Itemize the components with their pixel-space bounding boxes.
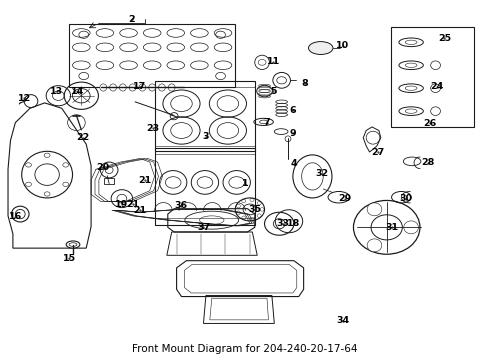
Ellipse shape — [100, 84, 107, 91]
Text: 10: 10 — [336, 41, 349, 50]
Text: 32: 32 — [316, 169, 329, 178]
Text: 19: 19 — [115, 200, 128, 209]
Text: Front Mount Diagram for 204-240-20-17-64: Front Mount Diagram for 204-240-20-17-64 — [132, 344, 358, 354]
Text: 16: 16 — [9, 212, 22, 221]
Ellipse shape — [110, 84, 117, 91]
Text: 8: 8 — [301, 79, 308, 88]
Text: 22: 22 — [76, 133, 89, 142]
Text: 5: 5 — [270, 86, 276, 95]
Bar — [391, 27, 474, 127]
Text: 37: 37 — [197, 223, 210, 232]
Text: 27: 27 — [371, 148, 385, 157]
Text: 21: 21 — [133, 206, 147, 215]
Text: 18: 18 — [287, 219, 300, 228]
Text: 34: 34 — [336, 316, 349, 325]
Text: 28: 28 — [421, 158, 435, 167]
Bar — [104, 178, 114, 184]
Text: 31: 31 — [385, 223, 398, 232]
Text: 11: 11 — [267, 57, 280, 66]
Text: 33: 33 — [277, 219, 290, 228]
Ellipse shape — [168, 84, 175, 91]
Text: 9: 9 — [290, 129, 296, 138]
Text: 7: 7 — [264, 118, 270, 127]
Ellipse shape — [120, 84, 126, 91]
Text: 6: 6 — [290, 105, 296, 114]
Text: 3: 3 — [203, 132, 209, 141]
Text: 20: 20 — [97, 163, 110, 172]
Text: 2: 2 — [128, 15, 135, 24]
Text: 4: 4 — [291, 159, 297, 168]
Ellipse shape — [367, 239, 382, 252]
Ellipse shape — [159, 84, 165, 91]
Text: 26: 26 — [423, 119, 436, 128]
Text: 13: 13 — [50, 86, 63, 95]
Text: 15: 15 — [63, 254, 75, 263]
Text: 24: 24 — [430, 82, 443, 91]
Ellipse shape — [404, 221, 418, 234]
Text: 12: 12 — [18, 94, 31, 103]
Ellipse shape — [66, 241, 80, 248]
Text: 21: 21 — [138, 176, 151, 185]
Text: 14: 14 — [71, 86, 84, 95]
Ellipse shape — [149, 84, 156, 91]
Text: 35: 35 — [248, 205, 261, 214]
Text: 17: 17 — [133, 82, 147, 91]
Text: 1: 1 — [242, 179, 248, 188]
Text: 30: 30 — [400, 194, 413, 203]
Ellipse shape — [139, 84, 146, 91]
Text: 29: 29 — [339, 194, 352, 203]
Ellipse shape — [129, 84, 136, 91]
Text: 21: 21 — [126, 200, 139, 209]
Text: 25: 25 — [438, 34, 451, 43]
Text: 36: 36 — [174, 201, 187, 210]
Ellipse shape — [309, 41, 333, 54]
Ellipse shape — [367, 203, 382, 216]
Text: 23: 23 — [147, 123, 160, 132]
